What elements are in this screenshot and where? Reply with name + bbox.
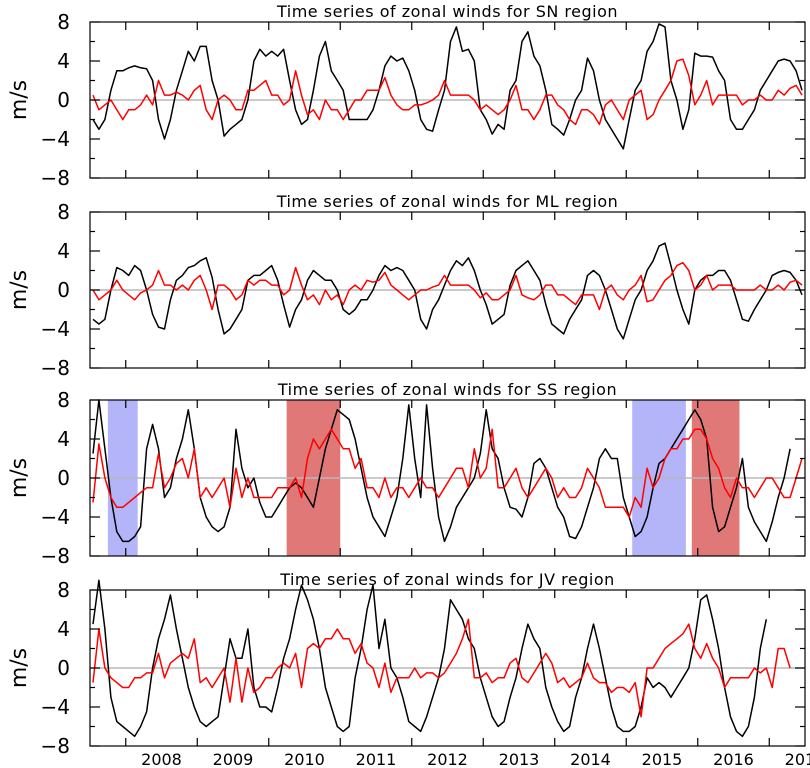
y-tick-label: 4 (57, 427, 70, 451)
y-tick-label: 8 (57, 10, 70, 34)
x-tick-label: 2014 (570, 750, 611, 768)
y-axis-label: m/s (7, 458, 32, 498)
y-tick-label: 4 (57, 617, 70, 641)
y-tick-label: −4 (41, 317, 70, 341)
series-red-line (92, 428, 803, 518)
y-tick-label: 0 (57, 656, 70, 680)
y-tick-label: 4 (57, 49, 70, 73)
series-red-line (92, 618, 791, 718)
y-tick-label: 0 (57, 88, 70, 112)
x-tick-label: 2010 (284, 750, 325, 768)
panel-4: −8 −4 0 4 8 m/s Time series of zonal winds for… (7, 570, 806, 758)
series-black-line (92, 579, 768, 738)
x-tick-label: 2012 (427, 750, 468, 768)
panel-title: Time series of zonal winds for ML region (276, 192, 619, 211)
y-tick-label: 0 (57, 278, 70, 302)
y-tick-label: 0 (57, 466, 70, 490)
y-tick-label: −4 (41, 505, 70, 529)
y-axis-label: m/s (7, 270, 32, 310)
y-tick-label: 4 (57, 239, 70, 263)
x-tick-label: 2008 (141, 750, 182, 768)
panel-2: −8 −4 0 4 8 m/s Time series of zonal winds for… (7, 192, 806, 380)
series-black-line (92, 399, 791, 543)
y-axis-label: m/s (7, 80, 32, 120)
y-tick-label: 8 (57, 578, 70, 602)
panel-title: Time series of zonal winds for SN region (276, 2, 618, 21)
y-tick-label: 8 (57, 388, 70, 412)
panel-title: Time series of zonal winds for SS region (277, 380, 617, 399)
y-tick-label: −8 (41, 166, 70, 190)
y-tick-label: −8 (41, 544, 70, 568)
panel-1: −8 −4 0 4 8 m/s Time series of zonal winds for… (7, 2, 806, 190)
series-red-line (92, 261, 803, 311)
y-axis-label: m/s (7, 648, 32, 688)
y-tick-label: 8 (57, 200, 70, 224)
x-tick-label: 2015 (642, 750, 683, 768)
series-black-line (92, 242, 803, 340)
y-tick-label: −8 (41, 734, 70, 758)
series-black-line (92, 23, 803, 150)
x-tick-label: 2009 (213, 750, 254, 768)
x-tick-label: 2011 (356, 750, 397, 768)
y-tick-label: −8 (41, 356, 70, 380)
y-tick-label: −4 (41, 695, 70, 719)
x-tick-label: 2017 (785, 750, 810, 768)
x-tick-label: 2016 (713, 750, 754, 768)
x-tick-label: 2013 (499, 750, 540, 768)
panel-title: Time series of zonal winds for JV region (279, 570, 615, 589)
panel-3: −8 −4 0 4 8 m/s Time series of zonal winds for… (7, 380, 806, 568)
y-tick-label: −4 (41, 127, 70, 151)
series-red-line (92, 58, 803, 126)
